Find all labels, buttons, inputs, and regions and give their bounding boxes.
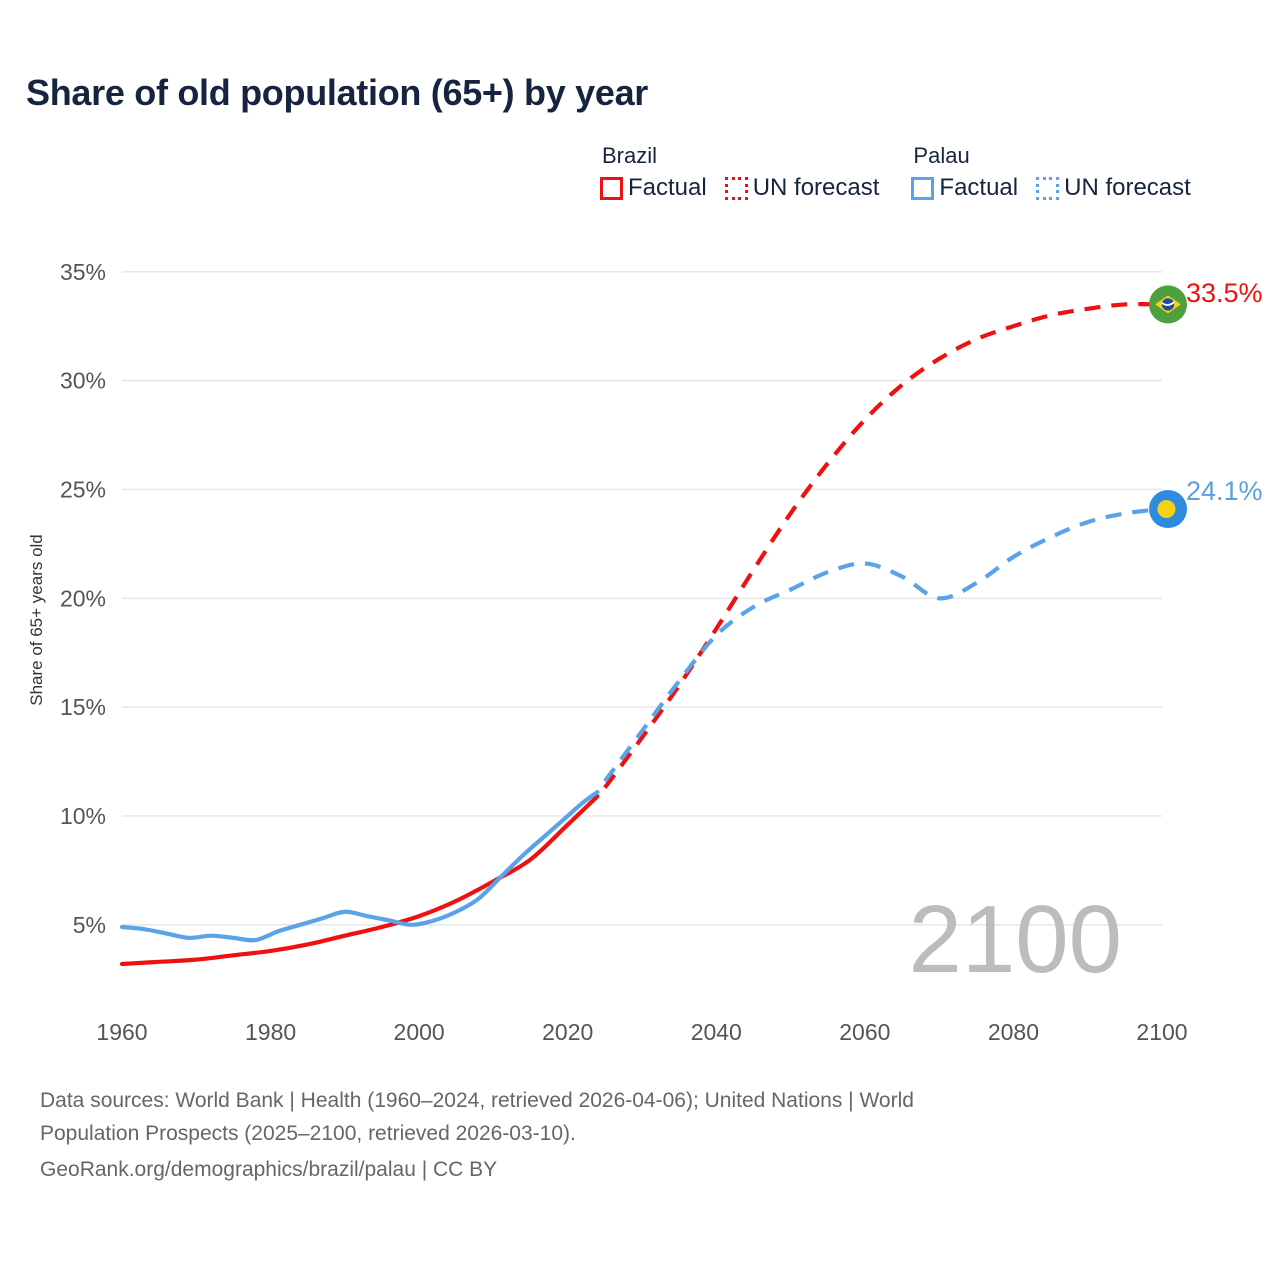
legend-country-brazil: Brazil	[602, 143, 658, 168]
data-series-layer	[119, 301, 1163, 967]
flag-palau-icon	[1149, 490, 1187, 529]
legend-swatch-dotted-icon	[724, 176, 748, 200]
legend-label-palau-factual: Factual	[939, 174, 1019, 202]
legend-row-palau: Factual UN forecast	[911, 174, 1191, 202]
chart-legend: Brazil Factual UN forecast Palau Factual	[600, 143, 1191, 202]
chart-svg: 5% 10% 15% 20% 25% 30% 35% 1960 1980 2000 2020 204…	[27, 259, 1263, 1045]
gridlines	[122, 270, 1162, 926]
series-line-forecast-palau	[603, 506, 1163, 783]
x-axis-tick-label: 2060	[839, 1019, 890, 1045]
legend-row-brazil: Factual UN forecast	[600, 174, 879, 202]
legend-label-brazil-factual: Factual	[628, 174, 707, 202]
legend-swatch-solid-icon	[600, 176, 623, 200]
legend-item-brazil-factual[interactable]: Factual	[600, 174, 707, 202]
footer-sources: Data sources: World Bank | Health (1960–…	[40, 1085, 1170, 1187]
y-axis-tick-label: 20%	[60, 585, 106, 611]
y-axis-tick-label: 30%	[60, 368, 106, 394]
legend-group-palau: Palau Factual UN forecast	[911, 143, 1191, 202]
legend-label-brazil-forecast: UN forecast	[752, 174, 880, 202]
y-axis-tick-label: 10%	[60, 803, 106, 829]
page-title: Share of old population (65+) by year	[26, 72, 649, 113]
x-axis-tick-label: 2040	[691, 1019, 742, 1045]
legend-item-palau-forecast[interactable]: UN forecast	[1036, 174, 1191, 202]
x-axis-tick-label: 2100	[1136, 1019, 1187, 1045]
legend-label-palau-forecast: UN forecast	[1064, 174, 1191, 202]
x-axis-tick-label: 2000	[394, 1019, 445, 1045]
y-axis-tick-labels: 5% 10% 15% 20% 25% 30% 35%	[60, 259, 106, 938]
series-line-forecast-brazil	[603, 301, 1163, 789]
y-axis-tick-label: 15%	[60, 694, 106, 720]
year-watermark: 2100	[908, 886, 1122, 993]
y-axis-tick-label: 25%	[60, 476, 106, 502]
endpoint-label-brazil: 33.5%	[1186, 278, 1263, 308]
footer-line-3[interactable]: GeoRank.org/demographics/brazil/palau | …	[40, 1158, 498, 1182]
y-axis-tick-label: 5%	[73, 912, 106, 938]
flag-brazil-icon	[1149, 285, 1187, 324]
y-axis-title: Share of 65+ years old	[27, 534, 46, 706]
endpoint-label-palau: 24.1%	[1186, 476, 1263, 506]
legend-country-palau: Palau	[913, 143, 970, 168]
series-line-factual-palau	[119, 789, 600, 943]
x-axis-tick-label: 1980	[245, 1019, 296, 1045]
legend-item-brazil-forecast[interactable]: UN forecast	[724, 174, 880, 202]
y-axis-tick-label: 35%	[60, 259, 106, 285]
legend-item-palau-factual[interactable]: Factual	[911, 174, 1018, 202]
x-axis-tick-label: 2080	[988, 1019, 1039, 1045]
x-axis-tick-label: 2020	[542, 1019, 593, 1045]
footer-line-1: Data sources: World Bank | Health (1960–…	[40, 1089, 914, 1112]
legend-swatch-dotted-icon	[1036, 176, 1060, 200]
x-axis-tick-labels: 1960 1980 2000 2020 2040 2060 2080 2100	[96, 1019, 1187, 1045]
x-axis-tick-label: 1960	[96, 1019, 147, 1045]
endpoint-markers	[1149, 285, 1187, 529]
plot-area: 5% 10% 15% 20% 25% 30% 35% 1960 1980 2000 2020 204…	[27, 259, 1263, 1045]
legend-group-brazil: Brazil Factual UN forecast	[600, 143, 879, 202]
footer-line-2: Population Prospects (2025–2100, retriev…	[40, 1121, 576, 1145]
flag-palau-moon	[1157, 500, 1176, 519]
legend-swatch-solid-icon	[911, 176, 935, 200]
series-line-factual-brazil	[119, 794, 600, 967]
flag-brazil-banner	[1161, 301, 1175, 306]
